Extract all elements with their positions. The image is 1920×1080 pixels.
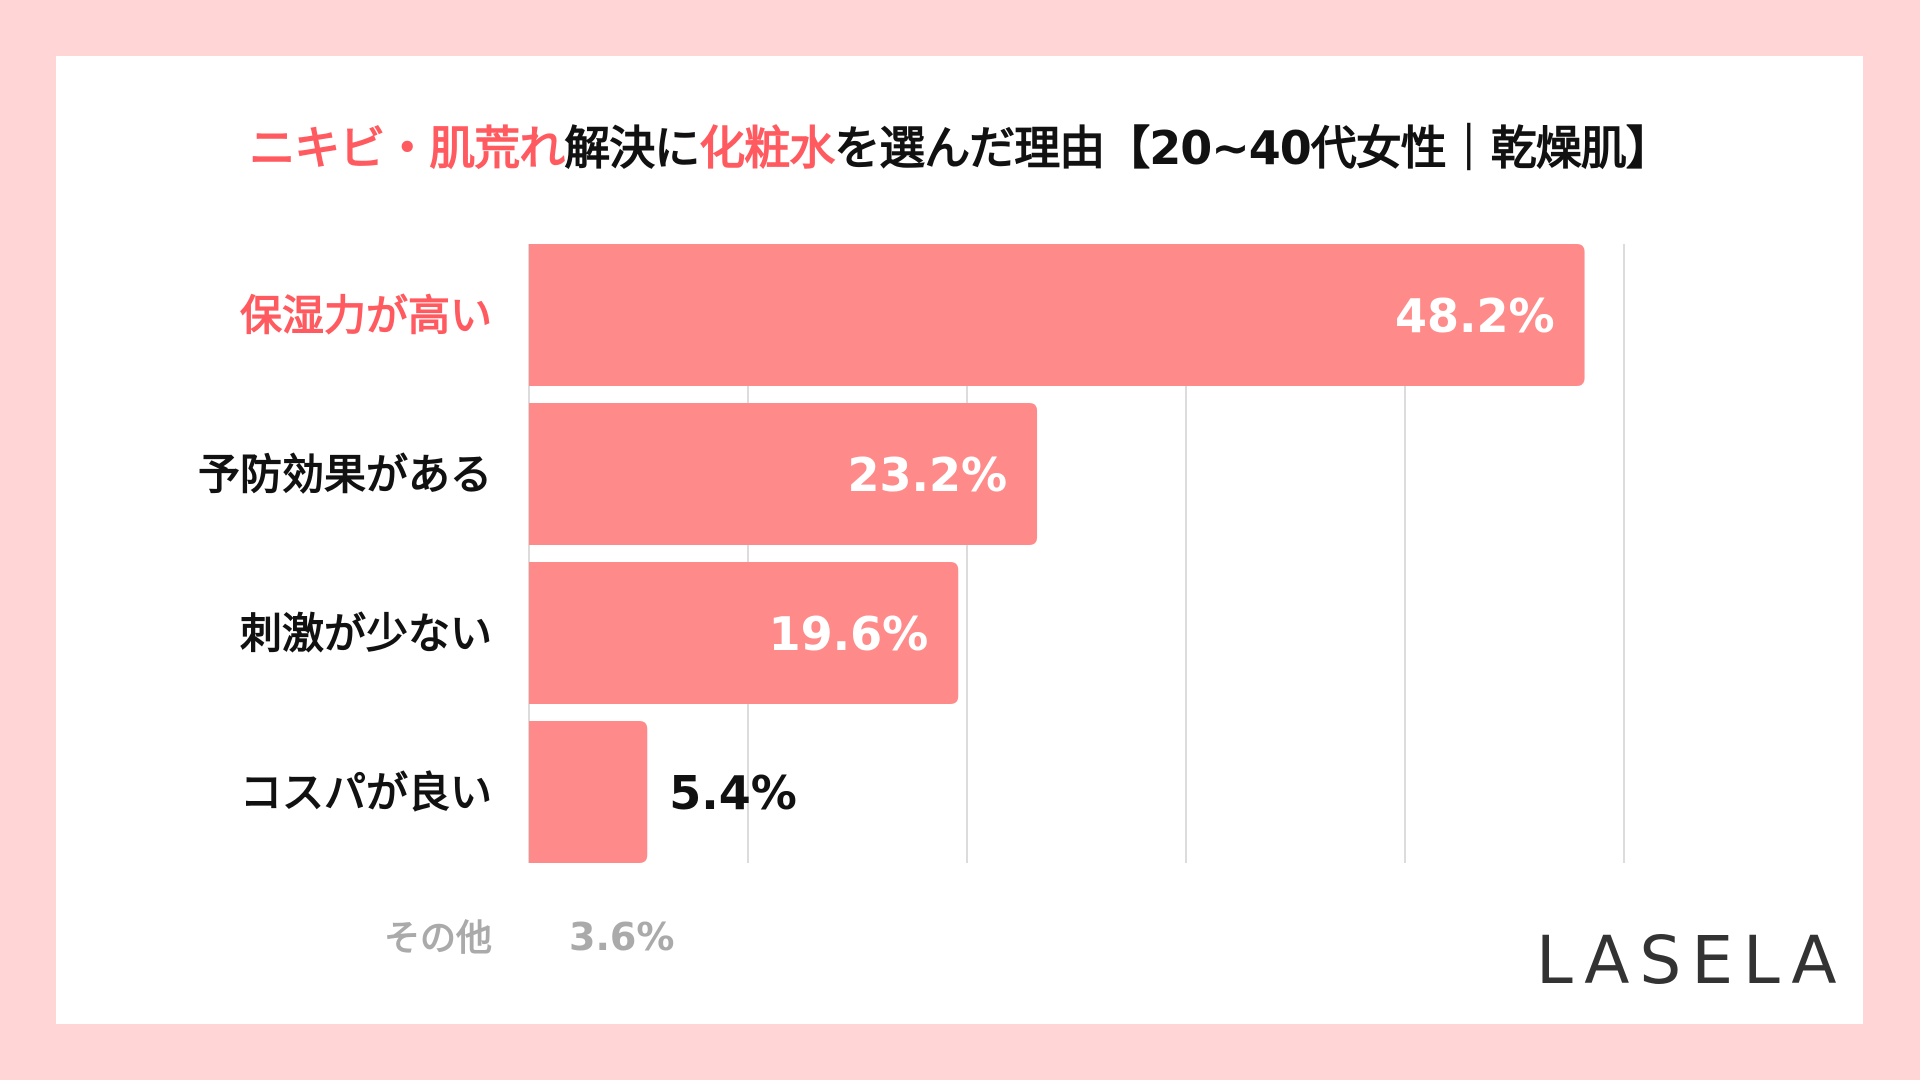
category-label: 刺激が少ない bbox=[240, 609, 492, 658]
bar bbox=[529, 721, 648, 863]
other-value: 3.6% bbox=[569, 915, 674, 959]
chart-title: ニキビ・肌荒れ解決に化粧水を選んだ理由【20~40代女性｜乾燥肌】 bbox=[0, 112, 1920, 178]
value-label: 48.2% bbox=[1395, 289, 1555, 343]
other-label: その他 bbox=[384, 918, 492, 959]
title-part: 解決に bbox=[564, 121, 700, 175]
category-label: 予防効果がある bbox=[198, 450, 492, 499]
value-label: 23.2% bbox=[847, 448, 1007, 502]
title-part: 化粧水 bbox=[699, 121, 835, 175]
value-label: 5.4% bbox=[669, 766, 797, 820]
title-part: ニキビ・肌荒れ bbox=[249, 121, 565, 175]
bar bbox=[529, 244, 1585, 386]
title-part: を選んだ理由【20~40代女性｜乾燥肌】 bbox=[834, 121, 1672, 175]
lasela-logo: LASELA bbox=[1536, 922, 1847, 999]
bar bbox=[529, 562, 959, 704]
category-label: 保湿力が高い bbox=[240, 291, 492, 340]
value-label: 19.6% bbox=[769, 607, 929, 661]
bar bbox=[529, 403, 1038, 545]
category-label: コスパが良い bbox=[240, 768, 492, 817]
